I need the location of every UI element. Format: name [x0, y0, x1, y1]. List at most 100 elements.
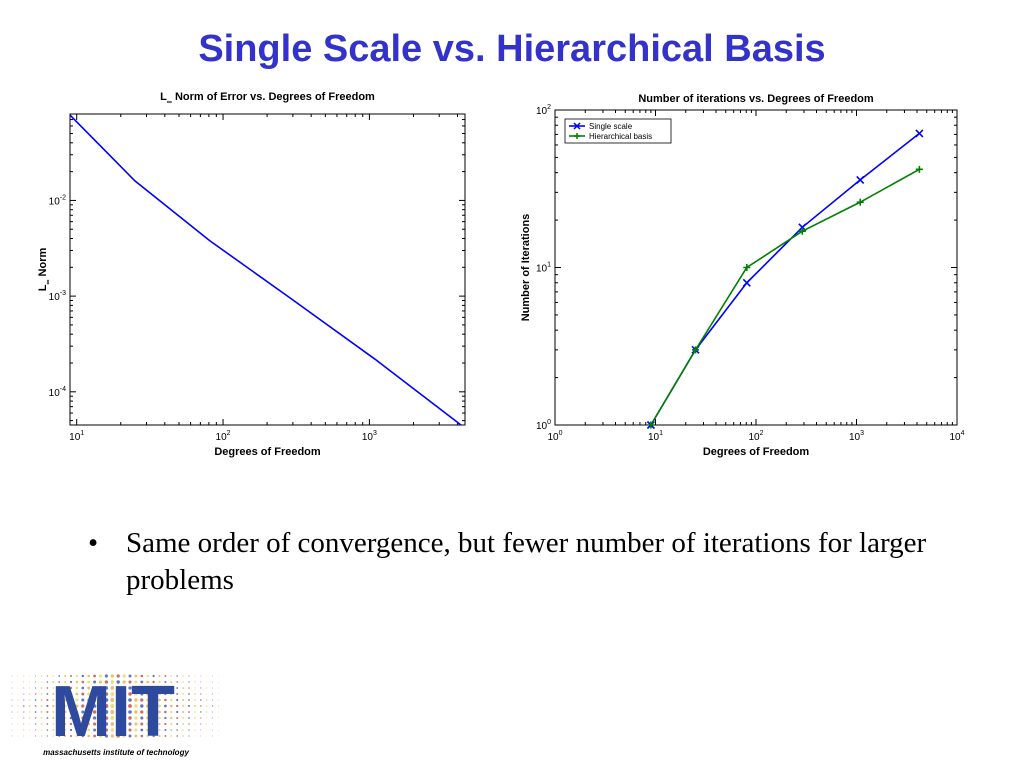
- logo-dot: [194, 717, 196, 719]
- logo-dot: [128, 704, 132, 708]
- logo-dot: [140, 716, 144, 720]
- legend-marker: [574, 133, 580, 139]
- logo-dot: [29, 681, 31, 683]
- logo-dot: [152, 698, 156, 702]
- logo-dot: [35, 681, 37, 683]
- logo-dot: [92, 704, 97, 708]
- logo-dot: [164, 728, 167, 732]
- minor-ticks: [70, 114, 465, 425]
- logo-dot: [29, 675, 31, 677]
- logo-dot: [206, 687, 208, 689]
- logo-dot: [63, 722, 67, 726]
- logo-dot: [87, 680, 91, 684]
- logo-dot: [17, 705, 19, 707]
- logo-dot: [152, 734, 155, 738]
- logo-dot: [11, 711, 13, 713]
- logo-dot: [122, 674, 126, 678]
- logo-dot: [128, 674, 132, 678]
- logo-dot: [116, 686, 121, 690]
- y-tick-label: 100: [536, 419, 551, 432]
- y-tick-label: 10-2: [49, 194, 66, 207]
- logo-dot: [194, 723, 196, 725]
- logo-dot: [158, 674, 161, 678]
- legend-label: Single scale: [589, 122, 633, 131]
- logo-dot: [69, 710, 73, 714]
- logo-dot: [206, 681, 208, 683]
- logo-dot: [158, 734, 161, 738]
- logo-dot: [146, 716, 150, 720]
- logo-dot: [40, 723, 43, 725]
- logo-dot: [170, 722, 173, 726]
- logo-dot: [104, 704, 109, 708]
- logo-dot: [188, 693, 190, 695]
- logo-dot: [40, 681, 43, 683]
- logo-dot: [23, 687, 25, 689]
- logo-dot: [64, 675, 67, 677]
- logo-dot: [98, 728, 103, 732]
- logo-dot: [52, 692, 55, 696]
- logo-dot: [104, 716, 109, 720]
- logo-dot: [46, 699, 49, 701]
- logo-dot: [218, 711, 219, 713]
- logo-dot: [140, 692, 144, 696]
- logo-dot: [164, 704, 167, 708]
- logo-dot: [75, 716, 79, 720]
- logo-dot: [164, 722, 167, 726]
- logo-dot: [110, 686, 115, 690]
- logo-dot: [98, 698, 103, 702]
- logo-dot: [211, 705, 214, 707]
- logo-dot: [140, 674, 144, 678]
- logo-dot: [122, 698, 126, 702]
- logo-dot: [75, 686, 79, 690]
- logo-dot: [158, 722, 161, 726]
- logo-dot: [152, 680, 155, 684]
- logo-dot: [218, 687, 219, 689]
- logo-dot: [134, 692, 138, 696]
- logo-dot: [194, 681, 196, 683]
- logo-dot: [134, 698, 138, 702]
- logo-dot: [218, 681, 219, 683]
- logo-dot: [69, 704, 73, 708]
- logo-dot: [46, 693, 49, 695]
- logo-dot: [93, 674, 96, 678]
- logo-dot: [81, 686, 85, 690]
- logo-dot: [140, 728, 144, 732]
- logo-dot: [58, 722, 61, 726]
- logo-dot: [134, 680, 138, 684]
- logo-dot: [64, 728, 67, 732]
- logo-dot: [29, 717, 31, 719]
- logo-dot: [17, 675, 19, 677]
- logo-dot: [104, 722, 109, 726]
- logo-dot: [29, 735, 31, 737]
- logo-dot: [75, 680, 79, 684]
- logo-dot: [170, 675, 173, 677]
- logo-dot: [40, 729, 43, 731]
- logo-dot: [158, 710, 161, 714]
- logo-dot: [152, 722, 155, 726]
- logo-dot: [212, 711, 214, 713]
- logo-dot: [218, 717, 219, 719]
- logo-dot: [11, 723, 13, 725]
- y-tick-label: 10-3: [49, 290, 66, 303]
- logo-dot: [11, 699, 13, 701]
- logo-dot: [164, 735, 167, 737]
- logo-dot: [128, 710, 132, 714]
- logo-dot: [17, 735, 19, 737]
- logo-dot: [200, 723, 202, 725]
- logo-dot: [93, 680, 97, 684]
- error-norm-chart: 101 102 103 10-4 10-3 10-2 Degrees of Freedom L…: [37, 91, 466, 458]
- logo-dot: [69, 680, 73, 684]
- logo-dot: [69, 728, 73, 732]
- logo-dot: [69, 674, 73, 678]
- logo-dot: [63, 704, 67, 708]
- data-point: [915, 129, 924, 138]
- logo-dot: [146, 680, 149, 684]
- logo-dot: [81, 710, 85, 714]
- logo-dot: [200, 729, 202, 731]
- logo-dot: [199, 705, 202, 707]
- logo-dot: [17, 711, 19, 713]
- logo-dot: [182, 729, 184, 731]
- x-tick-label: 104: [949, 430, 964, 443]
- logo-dot: [29, 693, 31, 695]
